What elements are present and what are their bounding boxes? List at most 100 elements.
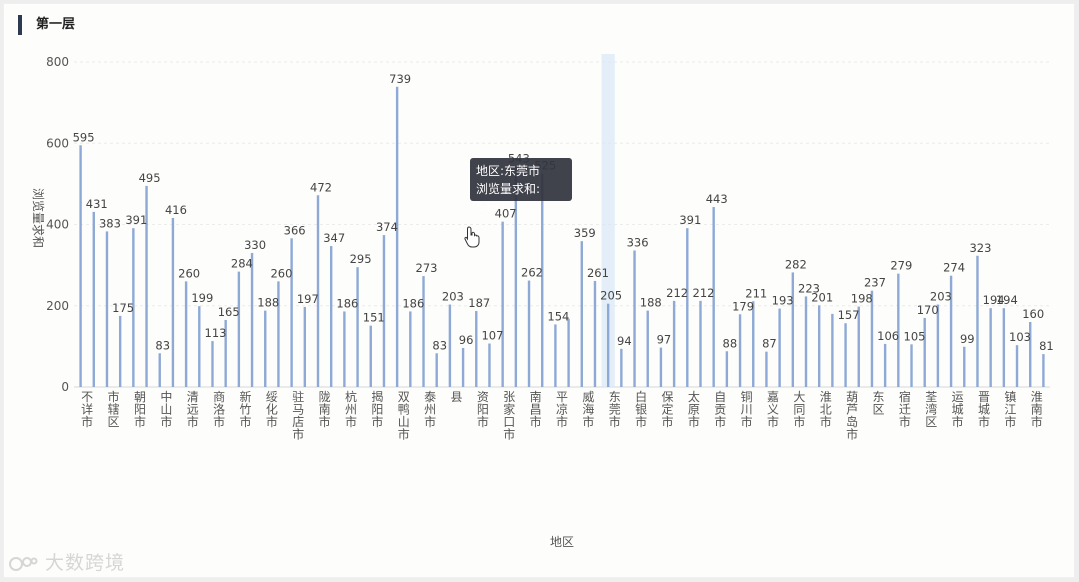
bar[interactable] [409,311,412,387]
bar[interactable] [844,323,847,387]
bar[interactable] [303,306,307,387]
bar[interactable] [435,353,438,387]
bar[interactable] [554,324,557,387]
bar[interactable] [488,343,491,387]
bar[interactable] [817,305,821,387]
data-label: 282 [785,257,807,271]
bar[interactable] [659,347,663,387]
bar[interactable] [184,281,188,387]
bar[interactable] [831,313,834,387]
bar[interactable] [897,273,900,387]
bar[interactable] [804,296,808,387]
data-label: 203 [930,290,952,304]
data-label: 187 [468,296,490,310]
data-label: 113 [205,326,227,340]
bar[interactable] [369,325,372,387]
bar[interactable] [1015,345,1019,387]
bar[interactable] [976,255,979,387]
bar[interactable] [198,306,201,387]
data-label: 416 [165,203,187,217]
data-label: 391 [679,213,701,227]
bar[interactable] [870,290,874,387]
bars[interactable] [79,54,1045,388]
x-tick-label: 资阳市 [477,390,489,429]
bar[interactable] [778,308,781,387]
bar[interactable] [277,281,280,387]
bar[interactable] [567,318,570,387]
bar[interactable] [501,221,504,387]
y-axis-ticks: 0 200 400 600 800 [46,55,69,394]
data-label: 175 [112,301,134,315]
bar[interactable] [963,346,966,387]
bar[interactable] [580,241,583,387]
bar[interactable] [857,306,860,387]
bar[interactable] [949,275,953,387]
bar[interactable] [725,351,729,387]
bar[interactable] [883,343,887,387]
bar[interactable] [343,311,346,387]
data-label: 151 [363,311,385,325]
bar[interactable] [448,304,452,387]
bar[interactable] [646,310,649,387]
data-label: 366 [284,223,306,237]
bar[interactable] [395,86,399,387]
bar[interactable] [211,341,214,387]
watermark: 大数跨境 [8,548,125,575]
bar[interactable] [514,166,518,387]
bar[interactable] [606,303,610,387]
bar[interactable] [593,280,597,387]
bar[interactable] [910,344,913,387]
bar[interactable] [132,228,135,387]
bar[interactable] [105,231,109,387]
bar[interactable] [329,246,333,387]
bar[interactable] [765,351,768,387]
bar[interactable] [79,145,82,387]
x-tick-label: 张家口市 [503,390,515,442]
bar[interactable] [118,315,122,387]
bar[interactable] [1029,322,1032,387]
bar[interactable] [989,308,992,387]
bar[interactable] [92,211,95,387]
bar[interactable] [290,238,293,387]
bar[interactable] [1002,308,1006,387]
bar[interactable] [461,348,465,387]
data-label: 99 [960,332,975,346]
bar[interactable] [382,235,386,387]
bar[interactable] [316,195,320,387]
bar[interactable] [699,300,702,387]
bar[interactable] [686,228,689,387]
data-label: 186 [336,296,358,310]
data-label: 188 [257,296,279,310]
bar[interactable] [237,271,241,387]
bar[interactable] [752,301,755,387]
bar[interactable] [145,185,148,387]
bar[interactable] [475,311,478,387]
bar[interactable] [791,272,795,387]
bar[interactable] [936,304,940,387]
bar[interactable] [1042,354,1045,387]
bar[interactable] [541,173,544,387]
bar[interactable] [264,310,267,387]
data-label: 170 [917,303,939,317]
bar[interactable] [633,250,636,388]
bar[interactable] [923,317,926,387]
hover-highlight [601,54,615,387]
bar[interactable] [620,348,623,387]
bar[interactable] [422,276,425,387]
x-tick-label: 揭阳市 [371,389,383,429]
bar[interactable] [158,353,161,387]
bar[interactable] [712,207,715,387]
bar[interactable] [672,300,676,387]
bar[interactable] [738,314,742,387]
tooltip-category: 地区:东莞市 [476,164,541,178]
data-label: 212 [666,286,688,300]
bar[interactable] [250,252,254,387]
x-tick-label: 自贡市 [714,390,726,429]
data-label: 472 [310,180,332,194]
bar[interactable] [356,267,359,387]
bar[interactable] [224,319,227,387]
bar[interactable] [527,280,531,387]
data-label: 105 [904,329,926,343]
bar[interactable] [171,218,175,387]
